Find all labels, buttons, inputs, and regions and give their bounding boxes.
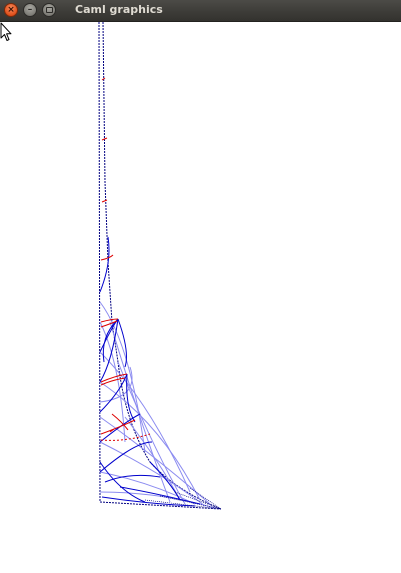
inner-boundary-line xyxy=(102,22,119,363)
blue-arc xyxy=(149,461,181,501)
title-bar[interactable]: × – Caml graphics xyxy=(0,0,401,22)
blue-arc xyxy=(99,373,128,413)
red-arc xyxy=(100,320,118,328)
light-arc xyxy=(117,361,186,505)
light-arc xyxy=(99,471,196,505)
outer-arc xyxy=(117,361,222,510)
blue-arc xyxy=(119,486,201,505)
window-title: Caml graphics xyxy=(75,3,163,16)
graphics-canvas[interactable] xyxy=(0,22,401,573)
maximize-icon xyxy=(45,7,53,13)
light-arc xyxy=(99,366,133,403)
red-arc xyxy=(100,373,128,383)
red-arc xyxy=(109,428,115,433)
mouse-pointer-icon xyxy=(0,22,12,41)
red-arc xyxy=(111,413,129,431)
left-boundary-line xyxy=(98,22,101,503)
light-arc xyxy=(99,491,216,509)
blue-arc xyxy=(101,496,196,507)
blue-arc xyxy=(99,318,119,383)
blue-arc xyxy=(117,318,127,368)
outer-boundary xyxy=(98,22,222,510)
light-arc xyxy=(99,351,191,493)
red-arc xyxy=(100,377,126,386)
minimize-icon: – xyxy=(27,4,33,15)
red-arc xyxy=(100,419,136,435)
light-arc xyxy=(99,321,126,443)
red-arc xyxy=(100,254,114,261)
blue-arc xyxy=(126,373,136,423)
blue-arc xyxy=(99,441,153,473)
tiling-drawing xyxy=(98,22,222,510)
bottom-boundary-line xyxy=(99,501,222,510)
light-arc xyxy=(99,441,206,507)
fan-line xyxy=(144,499,222,510)
blue-arc xyxy=(104,474,161,483)
maximize-button[interactable] xyxy=(42,3,56,17)
bottom-fan xyxy=(144,487,222,510)
red-arc xyxy=(101,77,106,81)
blue-arc xyxy=(99,236,110,293)
fan-line xyxy=(189,487,222,510)
fan-line xyxy=(159,495,222,510)
blue-arcs xyxy=(99,236,201,507)
fan-line xyxy=(174,491,222,510)
red-arc xyxy=(100,318,119,323)
close-button[interactable]: × xyxy=(4,3,18,17)
red-arcs xyxy=(100,77,151,441)
red-arc xyxy=(101,199,108,203)
light-arc xyxy=(99,381,201,501)
minimize-button[interactable]: – xyxy=(23,3,37,17)
red-arc xyxy=(100,433,151,441)
red-arc xyxy=(101,137,108,141)
close-icon: × xyxy=(7,4,15,15)
